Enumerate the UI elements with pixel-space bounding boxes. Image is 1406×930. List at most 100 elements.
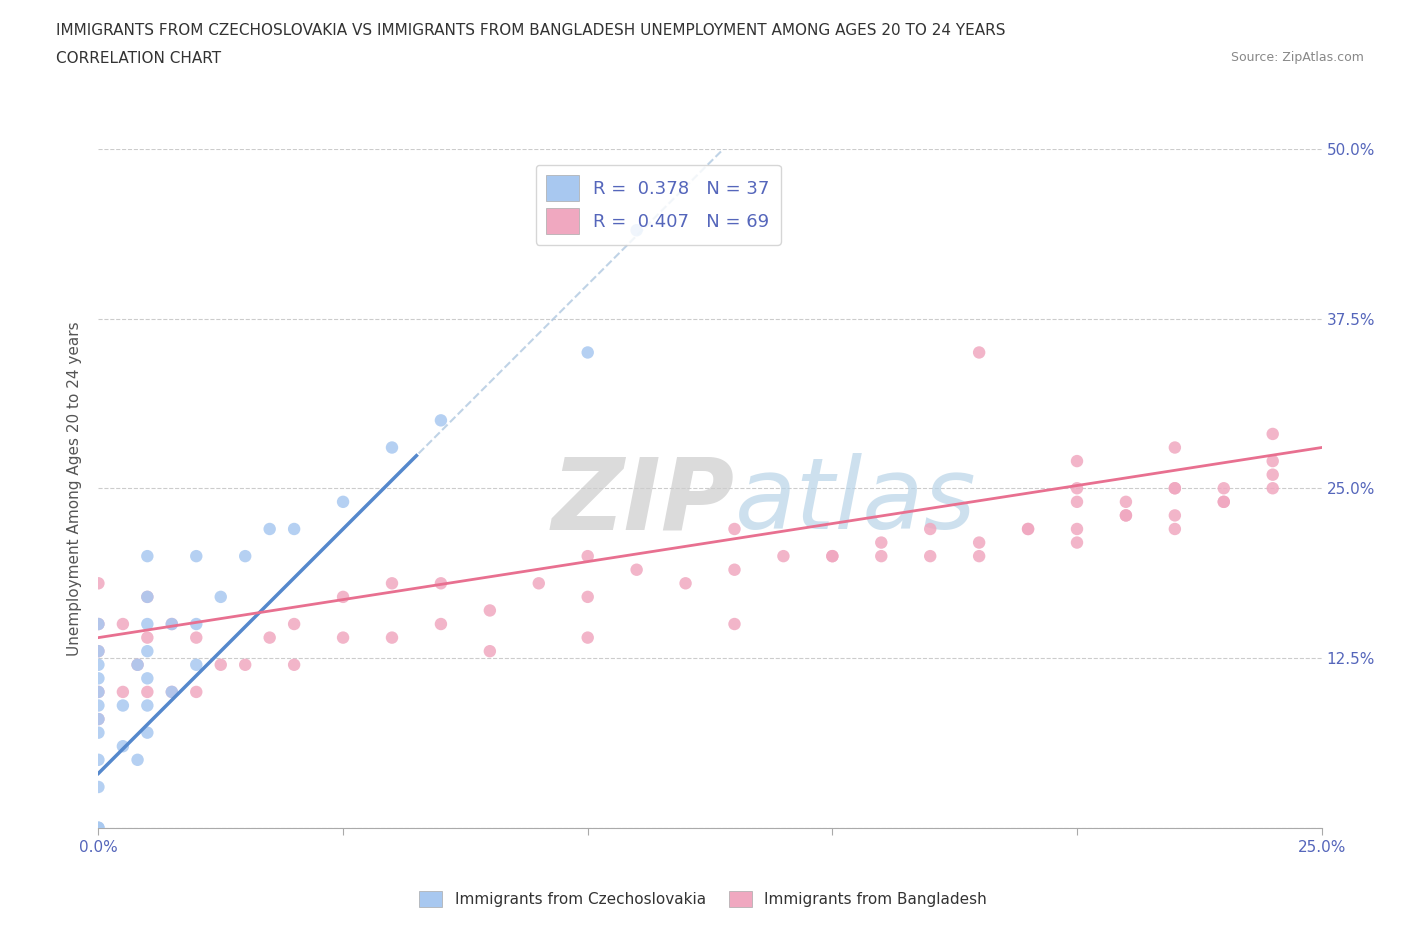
Point <box>772 549 794 564</box>
Point <box>87 820 110 835</box>
Point <box>332 631 354 645</box>
Point <box>136 671 159 685</box>
Point <box>1261 427 1284 442</box>
Point <box>87 684 110 699</box>
Point <box>136 698 159 713</box>
Point <box>478 603 501 618</box>
Point <box>1066 454 1088 469</box>
Point <box>87 711 110 726</box>
Point <box>1164 481 1187 496</box>
Point <box>967 549 990 564</box>
Point <box>1017 522 1039 537</box>
Point <box>209 658 232 672</box>
Point <box>576 631 599 645</box>
Point <box>136 590 159 604</box>
Point <box>1212 495 1234 510</box>
Point <box>821 549 844 564</box>
Point <box>1164 481 1187 496</box>
Point <box>283 658 305 672</box>
Y-axis label: Unemployment Among Ages 20 to 24 years: Unemployment Among Ages 20 to 24 years <box>67 321 83 656</box>
Point <box>87 644 110 658</box>
Point <box>527 576 550 591</box>
Point <box>723 522 745 537</box>
Point <box>430 576 453 591</box>
Point <box>1066 535 1088 550</box>
Point <box>576 549 599 564</box>
Point <box>87 617 110 631</box>
Point <box>186 617 208 631</box>
Point <box>127 658 149 672</box>
Point <box>127 658 149 672</box>
Point <box>136 590 159 604</box>
Point <box>723 617 745 631</box>
Point <box>136 549 159 564</box>
Point <box>332 495 354 510</box>
Point <box>87 725 110 740</box>
Point <box>259 522 281 537</box>
Point <box>381 440 404 455</box>
Point <box>233 549 256 564</box>
Point <box>87 644 110 658</box>
Point <box>1164 440 1187 455</box>
Text: IMMIGRANTS FROM CZECHOSLOVAKIA VS IMMIGRANTS FROM BANGLADESH UNEMPLOYMENT AMONG : IMMIGRANTS FROM CZECHOSLOVAKIA VS IMMIGR… <box>56 23 1005 38</box>
Point <box>1212 495 1234 510</box>
Point <box>1115 508 1137 523</box>
Point <box>920 522 942 537</box>
Point <box>186 631 208 645</box>
Legend: Immigrants from Czechoslovakia, Immigrants from Bangladesh: Immigrants from Czechoslovakia, Immigran… <box>413 884 993 913</box>
Point <box>136 644 159 658</box>
Point <box>1164 508 1187 523</box>
Point <box>87 820 110 835</box>
Point <box>626 223 648 238</box>
Point <box>576 590 599 604</box>
Point <box>111 684 134 699</box>
Point <box>1066 481 1088 496</box>
Point <box>283 617 305 631</box>
Point <box>576 345 599 360</box>
Point <box>87 684 110 699</box>
Point <box>1115 495 1137 510</box>
Point <box>87 779 110 794</box>
Point <box>87 617 110 631</box>
Point <box>127 752 149 767</box>
Text: Source: ZipAtlas.com: Source: ZipAtlas.com <box>1230 51 1364 64</box>
Point <box>870 549 893 564</box>
Point <box>111 698 134 713</box>
Point <box>160 684 183 699</box>
Point <box>430 617 453 631</box>
Point <box>723 563 745 578</box>
Point <box>1261 454 1284 469</box>
Point <box>430 413 453 428</box>
Point <box>186 658 208 672</box>
Point <box>1212 481 1234 496</box>
Point <box>1066 522 1088 537</box>
Point <box>381 631 404 645</box>
Point <box>675 576 697 591</box>
Point <box>209 590 232 604</box>
Point <box>186 684 208 699</box>
Point <box>332 590 354 604</box>
Text: atlas: atlas <box>734 453 976 551</box>
Point <box>967 535 990 550</box>
Point <box>821 549 844 564</box>
Point <box>259 631 281 645</box>
Point <box>626 563 648 578</box>
Point <box>283 522 305 537</box>
Point <box>111 738 134 753</box>
Point <box>381 576 404 591</box>
Point <box>1164 522 1187 537</box>
Legend: R =  0.378   N = 37, R =  0.407   N = 69: R = 0.378 N = 37, R = 0.407 N = 69 <box>536 165 780 245</box>
Point <box>1261 467 1284 482</box>
Point <box>870 535 893 550</box>
Point <box>186 549 208 564</box>
Point <box>87 752 110 767</box>
Text: CORRELATION CHART: CORRELATION CHART <box>56 51 221 66</box>
Point <box>920 549 942 564</box>
Point <box>160 617 183 631</box>
Point <box>160 617 183 631</box>
Point <box>136 631 159 645</box>
Point <box>1017 522 1039 537</box>
Point <box>1261 481 1284 496</box>
Point <box>1066 495 1088 510</box>
Point <box>87 671 110 685</box>
